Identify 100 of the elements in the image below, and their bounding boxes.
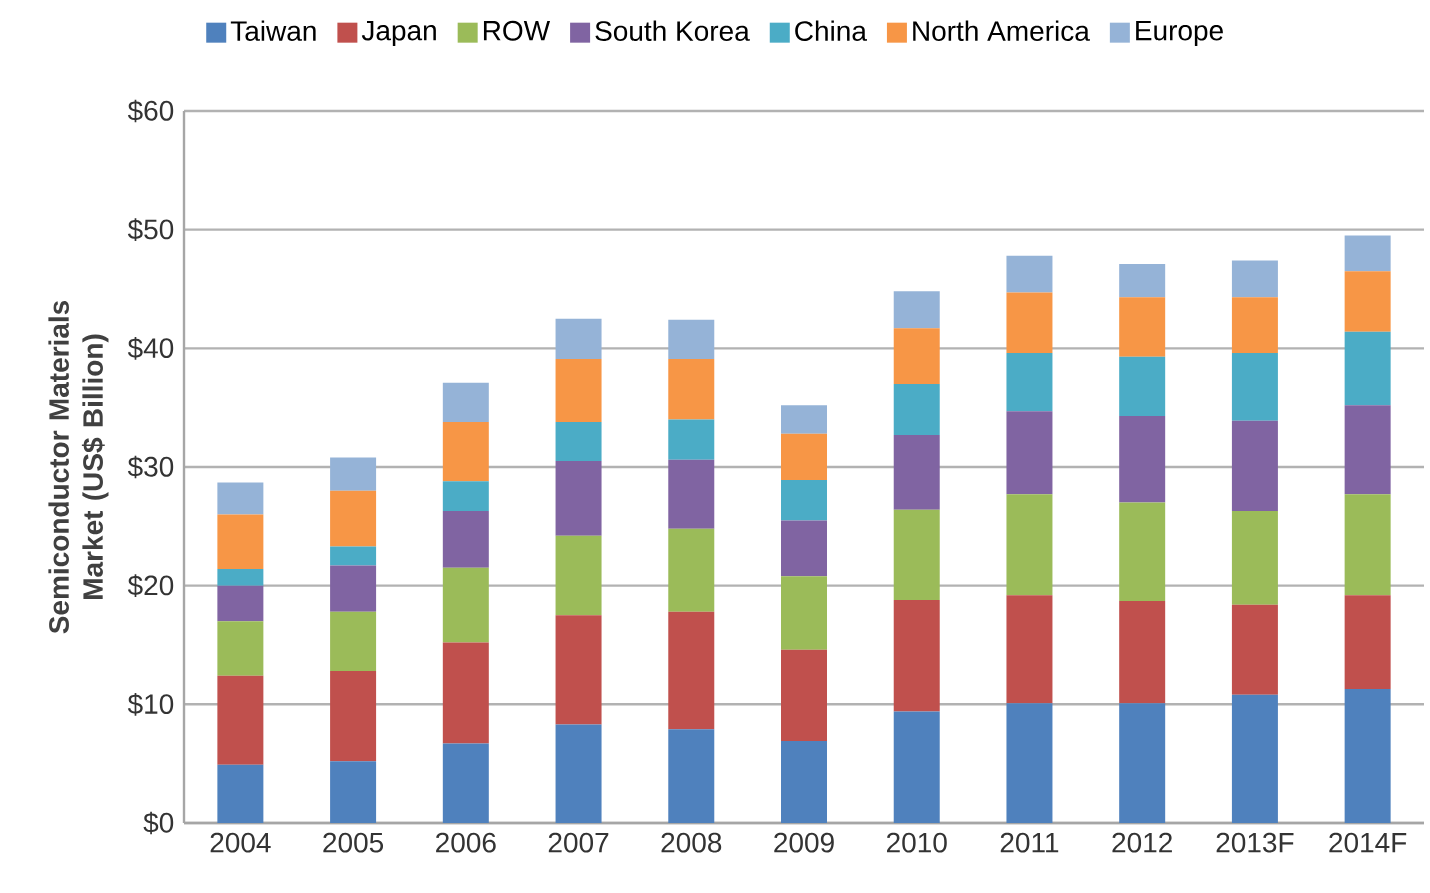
bar <box>1119 356 1166 416</box>
bar <box>442 382 489 422</box>
bar <box>330 565 377 612</box>
bar <box>1006 703 1053 823</box>
bar <box>1231 420 1278 511</box>
bar <box>1231 694 1278 823</box>
bar <box>330 761 377 823</box>
bar <box>1119 703 1166 823</box>
bar <box>781 576 827 650</box>
bar <box>1119 415 1166 503</box>
bar <box>330 611 377 672</box>
bar <box>217 764 264 823</box>
bar <box>330 457 377 491</box>
bar <box>781 520 827 577</box>
y-tick-label: $10 <box>127 692 174 716</box>
bar <box>668 459 715 529</box>
bar <box>1344 595 1391 689</box>
bar <box>442 510 489 568</box>
bar <box>893 711 940 823</box>
bar <box>893 599 940 712</box>
bar <box>1344 331 1391 406</box>
bar <box>555 318 602 360</box>
bar <box>668 319 715 360</box>
bar <box>217 675 264 765</box>
x-tick-label: 2013F <box>1216 832 1294 853</box>
bar <box>668 729 715 823</box>
bar <box>217 569 264 586</box>
bar <box>1231 510 1278 605</box>
x-tick-label: 2011 <box>1000 832 1059 853</box>
bar <box>555 535 602 616</box>
bar <box>893 291 940 329</box>
bar <box>217 514 264 570</box>
x-tick-label: 2014F <box>1329 832 1407 853</box>
bar <box>555 359 602 422</box>
bar <box>442 642 489 744</box>
x-tick-label: 2007 <box>548 832 609 853</box>
bar <box>1231 353 1278 421</box>
bar <box>781 433 827 481</box>
legend-label: Europe <box>1136 20 1223 47</box>
bar <box>1231 297 1278 354</box>
bar <box>1344 405 1391 495</box>
bar <box>1006 255 1053 293</box>
legend-label: ROW <box>483 20 551 41</box>
x-tick-label: 2010 <box>887 832 947 853</box>
bar <box>893 328 940 384</box>
bar <box>781 405 827 434</box>
y-tick-label: $60 <box>127 99 174 123</box>
bar <box>330 490 377 547</box>
bar <box>1006 595 1053 704</box>
bar <box>217 585 264 622</box>
bar <box>555 461 602 536</box>
y-tick-label: $30 <box>127 455 174 479</box>
bar <box>1231 260 1278 298</box>
bar <box>555 724 602 823</box>
legend-label: Japan <box>361 20 436 47</box>
bar <box>668 611 715 730</box>
bar <box>668 359 715 420</box>
bar <box>555 421 602 462</box>
x-tick-label: 2004 <box>210 832 271 853</box>
bar <box>442 421 489 482</box>
x-tick-label: 2005 <box>323 832 384 853</box>
y-axis-title: Semiconductor Materials Market (US$ Billion) <box>48 300 109 634</box>
legend-label: North America <box>913 20 1090 41</box>
bar <box>1006 411 1053 495</box>
bar <box>442 743 489 823</box>
bar <box>1344 494 1391 596</box>
bar <box>781 649 827 742</box>
x-tick-label: 2012 <box>1112 832 1172 853</box>
bar <box>1006 494 1053 596</box>
legend-label: South Korea <box>595 20 750 41</box>
y-tick-label: $50 <box>127 218 174 241</box>
bar <box>893 383 940 435</box>
bar <box>668 528 715 612</box>
bar <box>1344 235 1391 272</box>
x-tick-label: 2009 <box>774 832 834 853</box>
bar <box>781 480 827 521</box>
bar <box>217 621 264 676</box>
bar <box>330 671 377 762</box>
bar <box>781 741 827 823</box>
bar <box>893 434 940 510</box>
bar <box>1119 264 1166 298</box>
bar <box>1231 604 1278 695</box>
legend-label: Taiwan <box>230 20 316 41</box>
bar <box>1006 353 1053 412</box>
y-tick-label: $40 <box>127 336 174 360</box>
bar <box>893 509 940 600</box>
x-tick-label: 2006 <box>436 832 496 853</box>
bar <box>1119 297 1166 357</box>
bar <box>1119 502 1166 602</box>
bar <box>330 546 377 566</box>
bar <box>1006 292 1053 354</box>
bar <box>555 615 602 725</box>
bar <box>442 567 489 643</box>
bar <box>1344 688 1391 823</box>
y-tick-label: $0 <box>143 811 174 835</box>
y-tick-label: $20 <box>127 574 174 597</box>
bar <box>217 482 264 515</box>
legend-label: China <box>795 20 867 41</box>
bar <box>1344 271 1391 332</box>
bar <box>442 481 489 511</box>
